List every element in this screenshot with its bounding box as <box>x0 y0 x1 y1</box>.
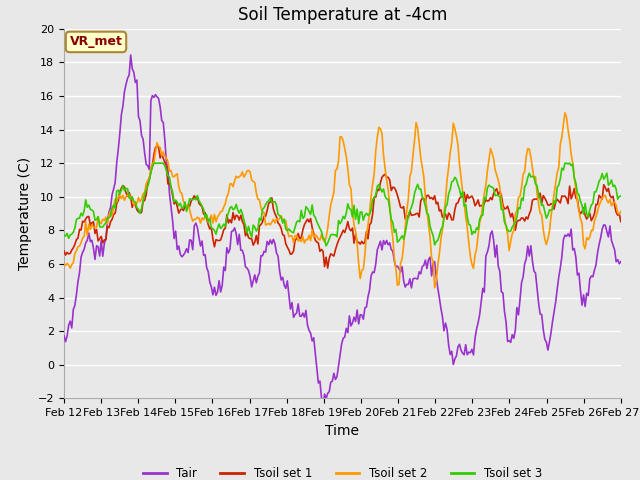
Title: Soil Temperature at -4cm: Soil Temperature at -4cm <box>237 6 447 24</box>
X-axis label: Time: Time <box>325 424 360 438</box>
Text: VR_met: VR_met <box>70 36 122 48</box>
Legend: Tair, Tsoil set 1, Tsoil set 2, Tsoil set 3: Tair, Tsoil set 1, Tsoil set 2, Tsoil se… <box>138 462 547 480</box>
Y-axis label: Temperature (C): Temperature (C) <box>18 157 32 270</box>
